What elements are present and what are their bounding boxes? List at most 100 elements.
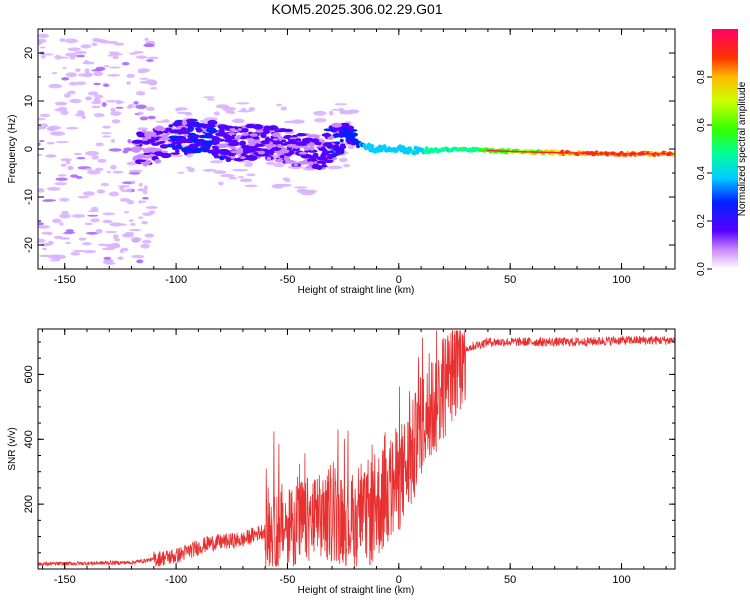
spectrogram-noise-blob bbox=[139, 80, 153, 84]
snr-ylabel: SNR (v/v) bbox=[7, 427, 18, 470]
spectrogram-signal-blob bbox=[165, 127, 172, 132]
spectrogram-noise-blob bbox=[67, 90, 76, 95]
spectrogram-signal-blob bbox=[219, 155, 225, 161]
spectrogram-xtick-label: -50 bbox=[280, 274, 296, 286]
spectrogram-signal-blob bbox=[237, 128, 242, 131]
spectrogram-noise-blob bbox=[38, 142, 41, 146]
spectrogram-noise-blob bbox=[65, 229, 74, 233]
spectrogram-signal-blob bbox=[293, 145, 299, 149]
spectrogram-signal-blob bbox=[314, 141, 322, 146]
spectrogram-noise-blob bbox=[109, 66, 121, 69]
spectrogram-ridge-core bbox=[518, 150, 522, 153]
spectrogram-signal-blob bbox=[144, 131, 155, 134]
spectrogram-noise-blob bbox=[121, 61, 130, 66]
figure-title: KOM5.2025.306.02.29.G01 bbox=[271, 1, 442, 17]
spectrogram-noise-blob bbox=[74, 50, 88, 55]
spectrogram-noise-blob bbox=[95, 228, 103, 234]
spectrogram-signal-blob bbox=[288, 139, 298, 143]
spectrogram-signal-blob bbox=[201, 123, 211, 129]
spectrogram-noise-blob bbox=[202, 168, 217, 172]
spectrogram-noise-blob bbox=[82, 249, 97, 254]
spectrogram-noise-blob bbox=[95, 167, 104, 171]
spectrogram-noise-blob bbox=[82, 242, 92, 246]
spectrogram-ridge-core bbox=[491, 149, 495, 152]
spectrogram-signal-blob bbox=[295, 143, 308, 146]
spectrogram-ridge-core bbox=[595, 152, 600, 155]
spectrogram-noise-blob bbox=[90, 206, 99, 212]
spectrogram-signal-blob bbox=[190, 122, 200, 125]
spectrogram-signal-blob bbox=[286, 143, 296, 148]
spectrogram-signal-blob bbox=[302, 159, 308, 165]
spectrogram-signal-blob bbox=[297, 145, 308, 148]
spectrogram-signal-blob bbox=[249, 139, 258, 144]
spectrogram-noise-blob bbox=[187, 167, 195, 173]
spectrogram-signal-blob bbox=[213, 153, 219, 159]
spectrogram-signal-blob bbox=[307, 161, 314, 166]
spectrogram-ridge-core bbox=[638, 153, 642, 155]
spectrogram-noise-blob bbox=[126, 81, 131, 85]
spectrogram-noise-blob bbox=[103, 256, 112, 260]
spectrogram-noise-blob bbox=[73, 152, 83, 156]
spectrogram-signal-blob bbox=[257, 150, 266, 155]
spectrogram-noise-blob bbox=[213, 111, 220, 116]
spectrogram-noise-blob bbox=[137, 188, 146, 192]
spectrogram-signal-blob bbox=[262, 153, 271, 157]
spectrogram-noise-blob bbox=[76, 54, 86, 58]
spectrogram-signal-blob bbox=[209, 149, 220, 155]
spectrogram-signal-blob bbox=[181, 147, 190, 153]
spectrogram-noise-blob bbox=[109, 222, 123, 227]
spectrogram-noise-blob bbox=[39, 123, 49, 128]
snr-xtick-label: -100 bbox=[165, 574, 187, 586]
spectrogram-noise-blob bbox=[38, 238, 46, 243]
spectrogram-noise-blob bbox=[65, 159, 71, 165]
spectrogram-noise-blob bbox=[124, 188, 133, 192]
spectrogram-signal-blob bbox=[284, 159, 296, 164]
colorbar-tick-label: 0.2 bbox=[696, 214, 707, 228]
spectrogram-signal-blob bbox=[322, 142, 333, 147]
spectrogram-noise-blob bbox=[228, 176, 238, 180]
spectrogram-noise-blob bbox=[39, 46, 46, 49]
spectrogram-ylabel: Frequency (Hz) bbox=[7, 115, 18, 184]
spectrogram-noise-blob bbox=[59, 38, 66, 42]
spectrogram-signal-blob bbox=[207, 119, 218, 125]
spectrogram-ridge-core bbox=[627, 153, 632, 155]
snr-ytick-label: 400 bbox=[23, 430, 35, 448]
spectrogram-ridge-core bbox=[617, 152, 621, 155]
spectrogram-signal-blob bbox=[305, 165, 313, 169]
spectrogram-ridge-core bbox=[670, 153, 674, 155]
spectrogram-noise-blob bbox=[108, 148, 122, 152]
spectrogram-noise-blob bbox=[108, 40, 119, 44]
spectrogram-ridge-mark bbox=[369, 144, 375, 149]
spectrogram-signal-blob bbox=[189, 134, 201, 138]
spectrogram-xtick-label: -150 bbox=[54, 274, 76, 286]
spectrogram-noise-blob bbox=[142, 212, 153, 216]
spectrogram-noise-blob bbox=[41, 231, 53, 235]
spectrogram-noise-blob bbox=[39, 139, 45, 143]
spectrogram-noise-blob bbox=[248, 107, 256, 112]
spectrogram-ridge-core bbox=[657, 153, 661, 155]
spectrogram-signal-blob bbox=[304, 143, 316, 147]
spectrogram-noise-blob bbox=[239, 178, 253, 183]
spectrogram-signal-blob bbox=[162, 130, 169, 134]
spectrogram-noise-blob bbox=[70, 174, 79, 178]
spectrogram-noise-blob bbox=[103, 83, 110, 87]
spectrogram-noise-blob bbox=[334, 103, 348, 106]
spectrogram-signal-blob bbox=[175, 138, 188, 143]
spectrogram-ridge-core bbox=[563, 152, 568, 154]
spectrogram-noise-blob bbox=[90, 218, 100, 223]
spectrogram-ridge-core bbox=[502, 150, 506, 152]
spectrogram-noise-blob bbox=[232, 168, 249, 172]
snr-ytick-label: 200 bbox=[23, 495, 35, 513]
spectrogram-signal-blob bbox=[311, 154, 319, 159]
spectrogram-signal-blob bbox=[269, 151, 274, 156]
spectrogram-noise-blob bbox=[137, 70, 147, 74]
spectrogram-ridge-core bbox=[561, 151, 565, 154]
spectrogram-noise-blob bbox=[130, 222, 136, 226]
spectrogram-xtick-label: 0 bbox=[396, 274, 402, 286]
spectrogram-noise-blob bbox=[76, 157, 86, 160]
spectrogram-noise-blob bbox=[128, 219, 134, 222]
spectrogram-noise-blob bbox=[61, 77, 70, 81]
spectrogram-marks bbox=[38, 33, 675, 265]
spectrogram-noise-blob bbox=[38, 33, 50, 38]
